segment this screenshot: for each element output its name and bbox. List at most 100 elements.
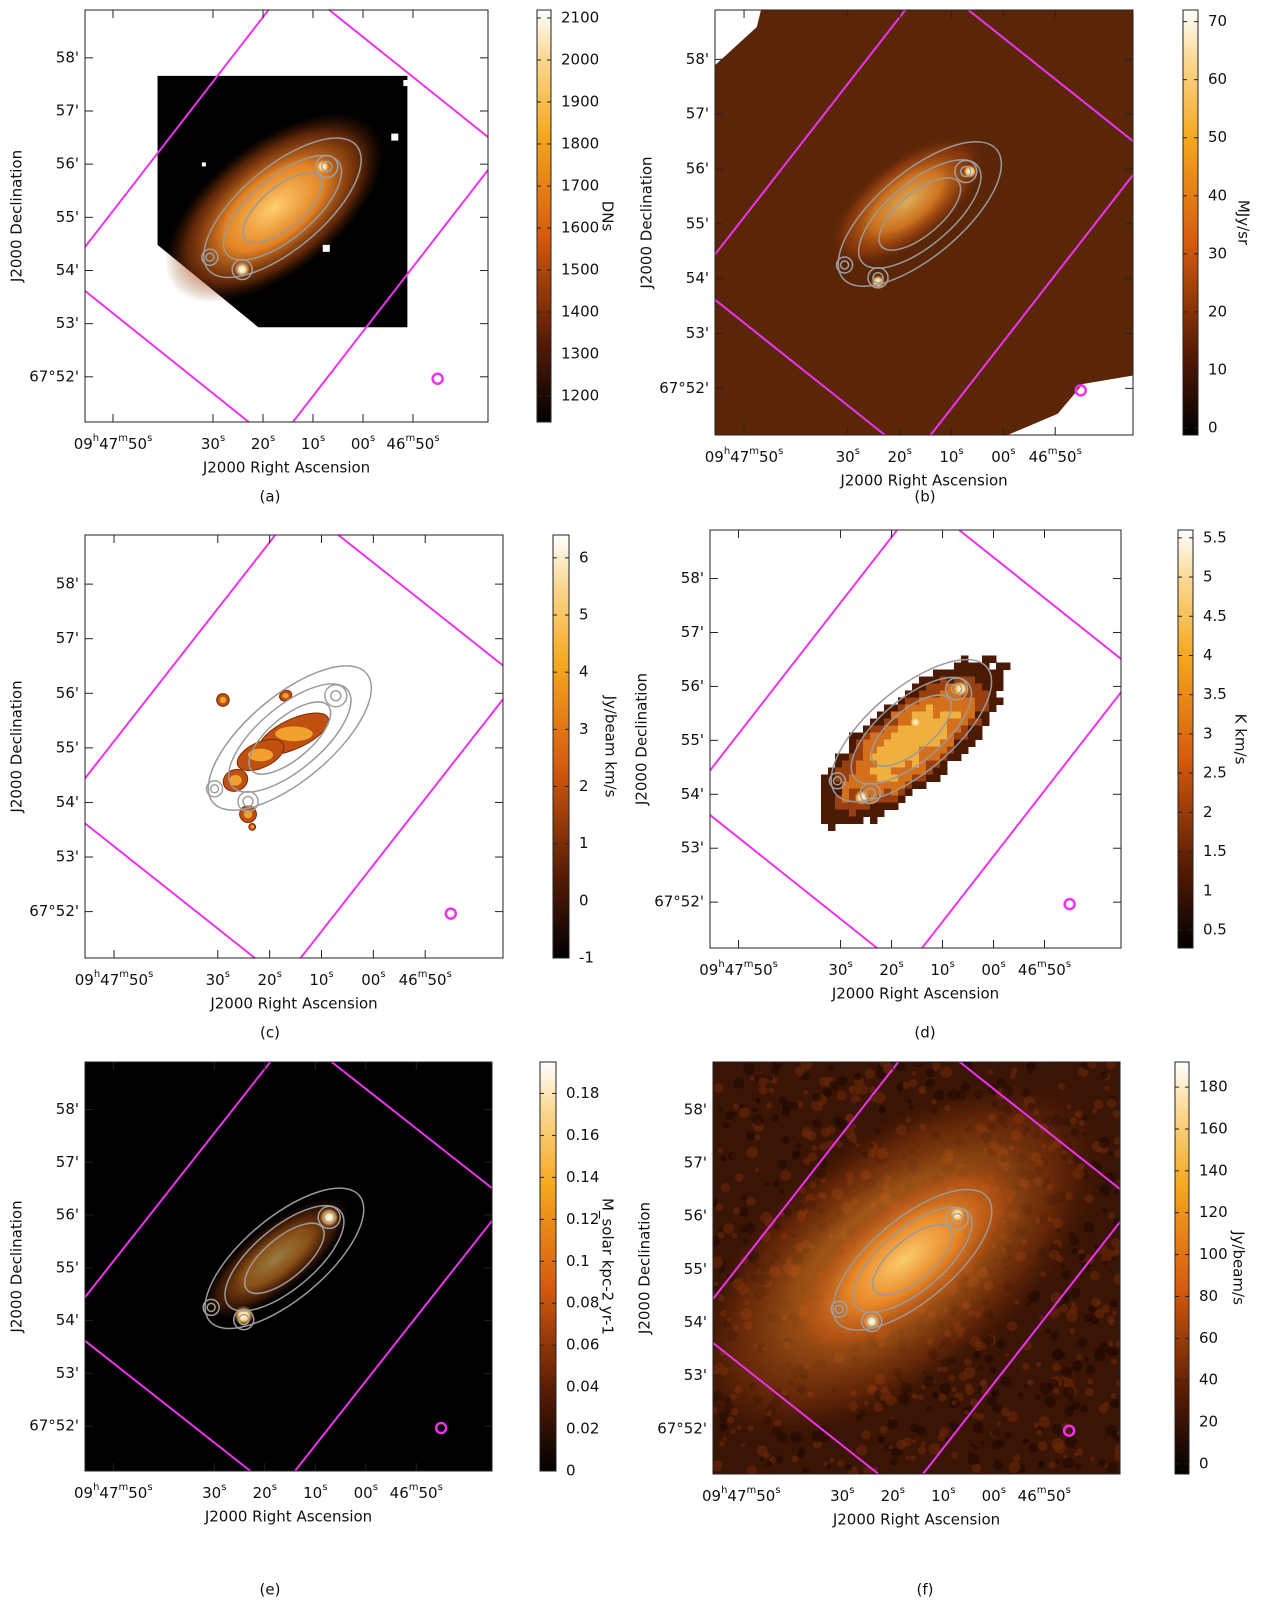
noise (1064, 1406, 1074, 1417)
contour (828, 772, 847, 790)
noise (1100, 1071, 1109, 1080)
pixel (897, 767, 906, 775)
y-axis-label: J2000 Declination (638, 156, 656, 289)
noise (932, 1062, 941, 1071)
pixel (869, 809, 878, 817)
y-tick-label: 56' (684, 1207, 707, 1225)
pixel (876, 725, 885, 733)
contour (321, 160, 333, 173)
pixel (883, 760, 892, 768)
pixel (925, 732, 934, 740)
pixel (904, 774, 913, 782)
noise (1038, 1416, 1051, 1428)
noise (1061, 1366, 1072, 1378)
x-tick-label: 09h47m50s (699, 959, 778, 979)
pixel (890, 704, 899, 712)
pixel (974, 732, 983, 740)
pixel (960, 662, 969, 670)
noise (1102, 1248, 1115, 1261)
pixel (834, 802, 843, 810)
noise (746, 1465, 757, 1474)
noise (995, 1339, 1005, 1349)
contour (203, 137, 362, 279)
pixel (925, 683, 934, 691)
noise (963, 1409, 969, 1416)
pixel (981, 704, 990, 712)
x-tick-label: 46m50s (390, 1482, 443, 1502)
contour (242, 795, 254, 808)
noise (909, 1455, 916, 1461)
noise (1038, 1461, 1045, 1468)
pixel (827, 802, 836, 810)
pixel (946, 683, 955, 691)
emission-clump (248, 748, 274, 762)
noise (1103, 1401, 1110, 1407)
contour (852, 1206, 973, 1314)
noise (759, 1456, 764, 1462)
pixel (869, 767, 878, 775)
colorbar-label: MJy/sr (1235, 200, 1253, 246)
noise (1104, 1085, 1110, 1091)
x-tick-label: 46m50s (1018, 1485, 1071, 1505)
pixel (883, 795, 892, 803)
noise (887, 1418, 899, 1430)
pixel (876, 718, 885, 726)
pixel (939, 697, 948, 705)
noise (1088, 1305, 1096, 1313)
noise (905, 1455, 910, 1460)
pixel (925, 774, 934, 782)
panel: 09h47m50s 30s 20s 10s 00s 46m50s 58' 57' 56' 55' 5… (8, 1061, 617, 1599)
noise (1101, 1304, 1110, 1314)
noise (909, 1423, 920, 1433)
pixel (953, 662, 962, 670)
colorbar-tick-label: 1 (1203, 881, 1213, 899)
pixel (995, 683, 1004, 691)
noise (918, 1394, 924, 1401)
pixel (960, 669, 969, 677)
colorbar (1177, 529, 1194, 949)
y-tick-label: 55' (56, 208, 79, 226)
noise (854, 1072, 862, 1081)
colorbar-tick-label: 0.02 (566, 1420, 599, 1438)
colorbar-tick-label: 0.16 (566, 1126, 599, 1144)
contour (222, 154, 343, 261)
noise (745, 1131, 756, 1141)
noise (932, 1391, 940, 1399)
noise (1071, 1247, 1078, 1255)
noise (873, 1091, 886, 1104)
colorbar-tick-label: 2 (579, 777, 589, 795)
noise (713, 1083, 724, 1094)
noise (1063, 1378, 1075, 1389)
contour (323, 1211, 335, 1224)
colorbar-tick-label: 0 (566, 1462, 576, 1480)
noise (1091, 1297, 1101, 1307)
pixel (918, 781, 927, 789)
pixel (911, 767, 920, 775)
pixel (967, 697, 976, 705)
contour (832, 776, 843, 786)
pixel (869, 753, 878, 761)
x-tick-label: 30s (201, 433, 225, 453)
contour (224, 1204, 345, 1312)
y-tick-label: 67°52' (654, 893, 704, 911)
pixel (960, 718, 969, 726)
noise (1085, 1387, 1094, 1397)
y-tick-label: 67°52' (29, 367, 79, 385)
pixel (939, 690, 948, 698)
noise (835, 1140, 843, 1149)
x-tick-label: 20s (881, 1485, 905, 1505)
pixel (890, 739, 899, 747)
pixel (939, 746, 948, 754)
noise (928, 1443, 941, 1455)
colorbar-tick-label: 80 (1199, 1287, 1218, 1305)
contour (835, 256, 854, 274)
colorbar-tick-label: 50 (1208, 128, 1227, 146)
noise (771, 1114, 779, 1122)
pixel (862, 746, 871, 754)
pixel (855, 767, 864, 775)
colorbar-tick-label: 0.04 (566, 1378, 599, 1396)
pixel (932, 697, 941, 705)
noise (1000, 1407, 1010, 1417)
pixel (995, 676, 1004, 684)
field-of-view (710, 530, 1121, 948)
